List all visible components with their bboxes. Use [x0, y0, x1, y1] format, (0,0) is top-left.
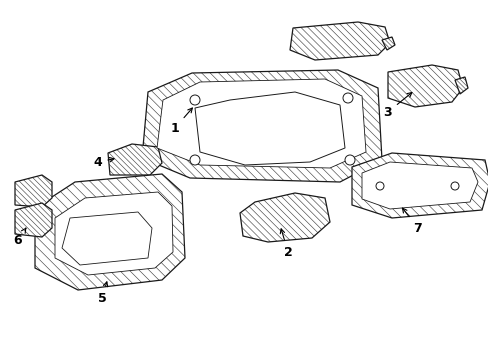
Circle shape — [190, 155, 200, 165]
Text: 1: 1 — [170, 108, 192, 135]
Polygon shape — [195, 92, 345, 165]
Polygon shape — [62, 212, 152, 265]
Text: 4: 4 — [93, 156, 114, 168]
Circle shape — [190, 95, 200, 105]
Polygon shape — [454, 77, 467, 94]
Circle shape — [375, 182, 383, 190]
Polygon shape — [108, 144, 162, 175]
Polygon shape — [157, 79, 365, 168]
Polygon shape — [381, 37, 394, 50]
Text: 7: 7 — [402, 208, 422, 234]
Polygon shape — [289, 22, 389, 60]
Polygon shape — [15, 203, 52, 237]
Polygon shape — [387, 65, 462, 107]
Polygon shape — [142, 70, 381, 182]
Polygon shape — [35, 174, 184, 290]
Circle shape — [450, 182, 458, 190]
Circle shape — [342, 93, 352, 103]
Circle shape — [345, 155, 354, 165]
Text: 5: 5 — [98, 282, 107, 305]
Polygon shape — [361, 162, 477, 209]
Polygon shape — [240, 193, 329, 242]
Polygon shape — [55, 192, 173, 275]
Polygon shape — [15, 175, 52, 207]
Text: 3: 3 — [383, 93, 411, 118]
Text: 6: 6 — [14, 228, 26, 247]
Text: 2: 2 — [280, 229, 292, 258]
Polygon shape — [351, 153, 488, 218]
